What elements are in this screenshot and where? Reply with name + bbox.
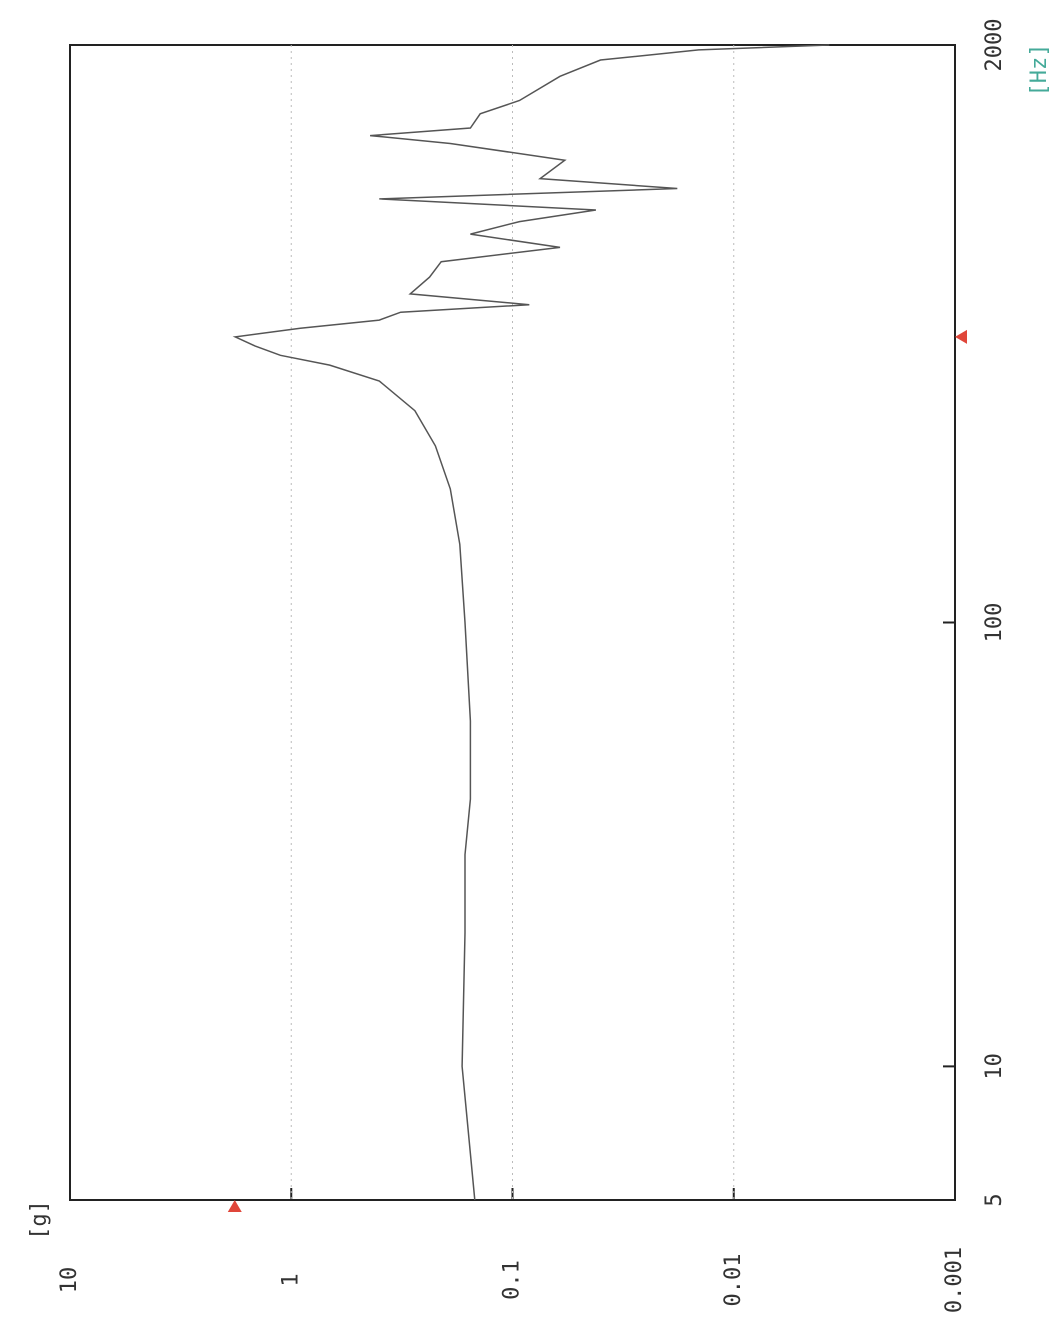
y-tick-label: 10 <box>57 1267 82 1294</box>
peak-marker-hz <box>955 329 967 344</box>
data-line <box>232 44 830 1201</box>
y-axis-label: [g] <box>27 1200 52 1240</box>
peak-marker-g <box>227 1200 242 1212</box>
x-tick-label: 10 <box>982 1053 1007 1080</box>
x-tick-label: 100 <box>982 603 1007 643</box>
y-tick-label: 0.1 <box>500 1260 525 1300</box>
y-tick-label: 1 <box>278 1273 303 1286</box>
y-tick-label: 0.001 <box>942 1247 967 1313</box>
x-tick-label: 2000 <box>982 19 1007 72</box>
x-tick-label: 5 <box>982 1193 1007 1206</box>
y-tick-label: 0.01 <box>721 1254 746 1307</box>
x-axis-label: [Hz] <box>1027 44 1052 97</box>
